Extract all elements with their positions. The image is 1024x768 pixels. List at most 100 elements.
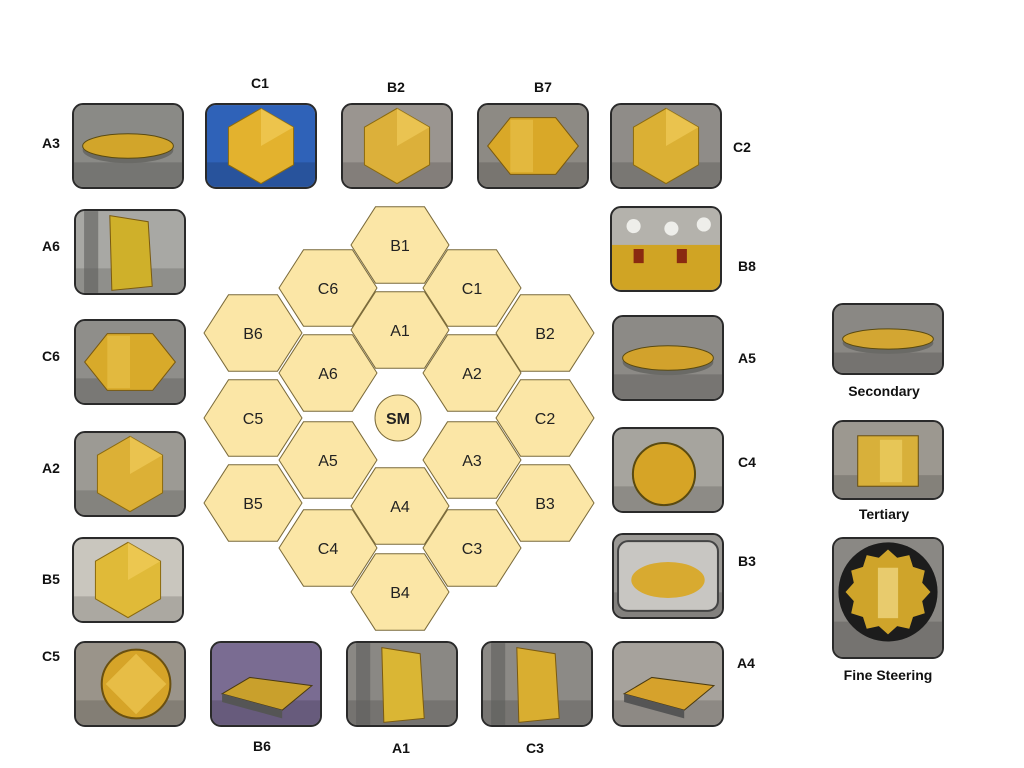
mirror-photo-image [612, 105, 720, 187]
photo-a1 [346, 641, 458, 727]
photo-b5 [72, 537, 184, 623]
secondary-mirror-center: SM [374, 394, 422, 442]
segment-label: C3 [462, 541, 483, 558]
photo-a6 [74, 209, 186, 295]
segment-hexagon [495, 464, 595, 542]
segment-hexagon [350, 206, 450, 284]
photo-c4 [612, 427, 724, 513]
segment-a2: A2 [422, 334, 522, 412]
segment-hexagon [278, 249, 378, 327]
segment-label: A2 [462, 366, 482, 383]
mirror-photo-image [614, 429, 722, 511]
segment-hexagon [278, 421, 378, 499]
segment-hexagon [422, 509, 522, 587]
segment-label: A6 [318, 366, 338, 383]
mirror-photo-image [212, 643, 320, 725]
photo-b8 [610, 206, 722, 292]
segment-label: C5 [243, 411, 264, 428]
segment-label: B4 [390, 585, 410, 602]
photo-tertiary [832, 420, 944, 500]
segment-hexagon [278, 509, 378, 587]
mirror-photo-image [76, 321, 184, 403]
segment-label: C2 [535, 411, 556, 428]
photo-a3 [72, 103, 184, 189]
mirror-photo-image [483, 643, 591, 725]
segment-a4: A4 [350, 467, 450, 545]
center-label: SM [386, 411, 410, 428]
photo-label-b6: B6 [253, 738, 271, 754]
mirror-photo-image [614, 317, 722, 399]
photo-label-b5: B5 [42, 571, 60, 587]
segment-label: B6 [243, 326, 263, 343]
segment-c5: C5 [203, 379, 303, 457]
photo-label-a3: A3 [42, 135, 60, 151]
segment-label: A5 [318, 453, 338, 470]
photo-a4 [612, 641, 724, 727]
segment-a6: A6 [278, 334, 378, 412]
photo-label-fine-steering: Fine Steering [843, 667, 933, 683]
photo-label-c4: C4 [738, 454, 756, 470]
segment-label: B2 [535, 326, 555, 343]
segment-b2: B2 [495, 294, 595, 372]
segment-label: C6 [318, 281, 339, 298]
photo-c3 [481, 641, 593, 727]
photo-a5 [612, 315, 724, 401]
segment-hexagon [422, 421, 522, 499]
mirror-photo-image [74, 539, 182, 621]
mirror-photo-image [612, 208, 720, 290]
mirror-photo-image [834, 539, 942, 657]
photo-c5 [74, 641, 186, 727]
photo-label-b7: B7 [534, 79, 552, 95]
segment-b5: B5 [203, 464, 303, 542]
segment-b1: B1 [350, 206, 450, 284]
photo-b3 [612, 533, 724, 619]
photo-label-a4: A4 [737, 655, 755, 671]
photo-b6 [210, 641, 322, 727]
center-circle [374, 394, 422, 442]
segment-label: C4 [318, 541, 339, 558]
photo-b2 [341, 103, 453, 189]
photo-label-a2: A2 [42, 460, 60, 476]
photo-label-c1: C1 [251, 75, 269, 91]
segment-hexagon [495, 379, 595, 457]
photo-label-b3: B3 [738, 553, 756, 569]
mirror-photo-image [74, 105, 182, 187]
mirror-photo-image [348, 643, 456, 725]
segment-label: A4 [390, 499, 410, 516]
segment-a1: A1 [350, 291, 450, 369]
segment-b4: B4 [350, 553, 450, 631]
photo-label-secondary: Secondary [848, 383, 920, 399]
segment-hexagon [422, 249, 522, 327]
segment-hexagon [203, 294, 303, 372]
segment-label: A1 [390, 323, 410, 340]
photo-label-c6: C6 [42, 348, 60, 364]
photo-label-a5: A5 [738, 350, 756, 366]
photo-b7 [477, 103, 589, 189]
photo-fine-steering [832, 537, 944, 659]
segment-label: B5 [243, 496, 263, 513]
mirror-photo-image [834, 305, 942, 373]
mirror-photo-image [343, 105, 451, 187]
segment-hexagon [278, 334, 378, 412]
segment-hexagon [350, 291, 450, 369]
segment-label: C1 [462, 281, 483, 298]
mirror-photo-image [76, 433, 184, 515]
segment-hexagon [495, 294, 595, 372]
segment-c2: C2 [495, 379, 595, 457]
segment-a5: A5 [278, 421, 378, 499]
segment-hexagon [203, 464, 303, 542]
mirror-photo-image [207, 105, 315, 187]
segment-c1: C1 [422, 249, 522, 327]
segment-hexagon [350, 467, 450, 545]
photo-label-c3: C3 [526, 740, 544, 756]
photo-a2 [74, 431, 186, 517]
mirror-photo-image [614, 535, 722, 617]
photo-label-a6: A6 [42, 238, 60, 254]
segment-b6: B6 [203, 294, 303, 372]
mirror-photo-image [76, 643, 184, 725]
segment-label: B3 [535, 496, 555, 513]
photo-c2 [610, 103, 722, 189]
mirror-photo-image [834, 422, 942, 498]
